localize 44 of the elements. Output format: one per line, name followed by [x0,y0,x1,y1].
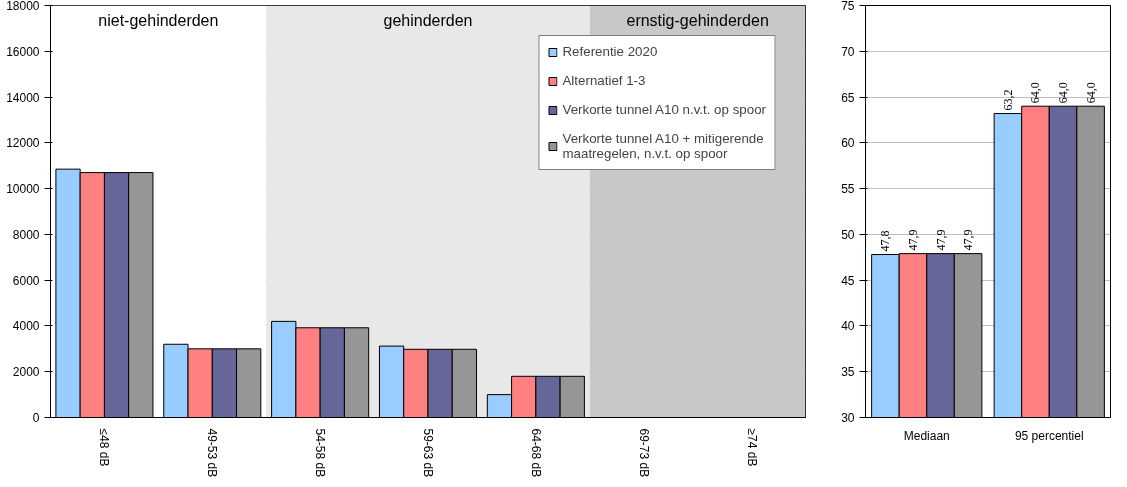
band-label: ernstig-gehinderden [626,11,769,29]
y-tick-label: 70 [841,44,855,59]
y-tick-label: 65 [841,90,855,105]
data-label: 63,2 [1000,89,1015,111]
data-label: 47,8 [878,230,893,252]
y-tick-label: 50 [841,227,855,242]
legend-label: Referentie 2020 [562,44,658,59]
data-label: 64,0 [1083,82,1098,104]
y-tick-label: 55 [841,182,855,197]
x-tick-label: ≤48 dB [97,428,112,467]
y-tick-label: 75 [841,0,855,13]
x-tick-label: 64-68 dB [528,428,543,478]
x-tick-label: 69-73 dB [636,428,651,478]
y-tick-label: 60 [841,136,855,151]
y-tick-label: 16000 [6,44,40,59]
y-tick-label: 8000 [12,227,40,242]
x-tick-label: 59-63 dB [421,428,435,478]
x-tick-label: Mediaan [903,428,950,443]
y-tick-label: 30 [841,411,855,425]
y-tick-label: 14000 [6,90,40,105]
y-tick-label: 10000 [6,182,40,197]
x-tick-label: 95 percentiel [1014,428,1084,443]
x-tick-label: ≥74 dB [744,428,759,467]
x-tick-label: 49-53 dB [205,428,220,478]
y-tick-label: 35 [841,365,855,380]
y-tick-label: 4000 [12,319,40,334]
data-label: 64,0 [1056,82,1071,104]
data-label: 47,9 [905,229,920,251]
y-tick-label: 18000 [6,0,40,13]
legend-label: Verkorte tunnel A10 + mitigerende maatregelen, n.v.t. op spoor [562,131,764,161]
data-label: 64,0 [1028,82,1043,104]
y-tick-label: 2000 [12,365,40,380]
y-tick-label: 45 [841,273,855,288]
data-label: 47,9 [961,229,976,251]
y-tick-label: 0 [32,411,40,425]
band-label: niet-gehinderden [98,11,219,29]
legend-label: Verkorte tunnel A10 n.v.t. op spoor [562,102,766,117]
y-tick-label: 12000 [6,136,40,151]
legend-label: Alternatief 1-3 [562,73,646,88]
band-label: gehinderden [383,11,473,29]
data-label: 47,9 [933,229,948,251]
x-tick-label: 54-58 dB [313,428,328,478]
y-tick-label: 6000 [12,273,40,288]
y-tick-label: 40 [841,319,855,334]
